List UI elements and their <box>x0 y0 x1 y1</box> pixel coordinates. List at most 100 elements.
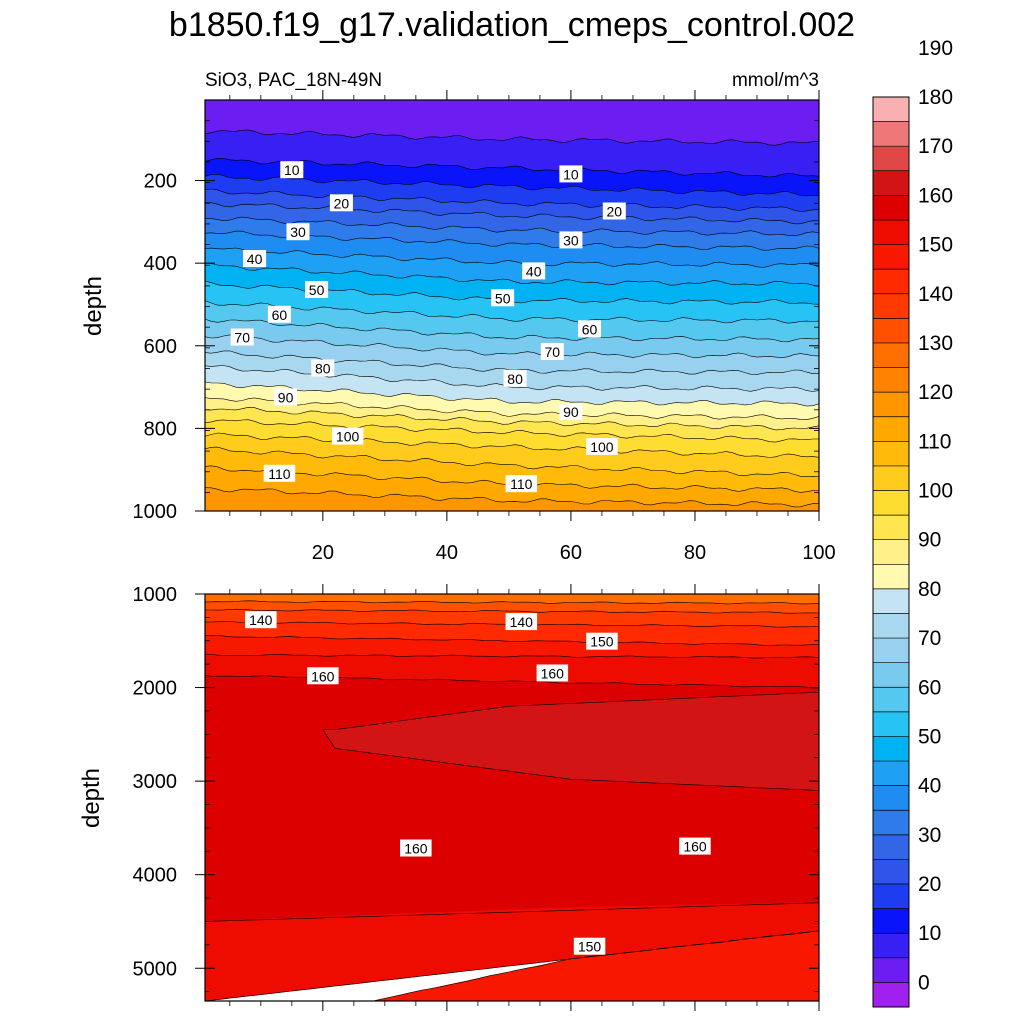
contour-label: 40 <box>243 250 267 267</box>
contour-label-box <box>522 262 546 280</box>
y-tick-label: 200 <box>144 171 177 193</box>
contour-label-box <box>503 369 527 387</box>
contour-line <box>205 432 819 458</box>
colorbar-label: 110 <box>918 430 951 453</box>
upper-subtitle-right: mmol/m^3 <box>732 70 819 91</box>
upper-contour-lines <box>205 129 819 508</box>
contour-line <box>205 216 819 237</box>
colorbar-swatch <box>873 687 909 713</box>
contour-line <box>205 487 819 508</box>
colorbar-label: 60 <box>918 676 941 699</box>
figure-title: b1850.f19_g17.validation_cmeps_control.0… <box>169 6 855 44</box>
colorbar-swatch <box>873 564 909 590</box>
contour-label-box <box>586 632 618 650</box>
upper-subtitle-left: SiO3, PAC_18N-49N <box>205 70 382 91</box>
contour-label: 140 <box>245 611 277 629</box>
colorbar-swatch <box>873 367 909 393</box>
contour-line <box>205 247 819 268</box>
colorbar-swatch <box>873 810 909 836</box>
contour-label-text: 140 <box>249 612 273 628</box>
contour-line <box>205 202 819 225</box>
y-tick-label: 800 <box>144 418 177 440</box>
contour-label-box <box>602 202 626 220</box>
colorbar-swatch <box>873 539 909 565</box>
contour-line <box>205 930 819 1001</box>
colorbar-swatch <box>873 490 909 516</box>
colorbar-label: 0 <box>918 971 930 994</box>
colorbar-label: 50 <box>918 726 941 749</box>
colorbar-swatch <box>873 982 909 1008</box>
contour-label: 90 <box>559 402 583 420</box>
lower-axis-ticks: 1000 2000 3000 4000 5000 <box>133 584 820 1011</box>
contour-label-text: 160 <box>683 839 707 855</box>
contour-label-box <box>305 281 329 298</box>
contour-label: 70 <box>230 328 254 346</box>
contour-label: 110 <box>505 475 538 493</box>
contour-label-text: 110 <box>268 466 291 482</box>
colorbar-label: 120 <box>918 381 953 404</box>
contour-label-text: 70 <box>545 344 561 360</box>
contour-label-box <box>505 475 538 493</box>
colorbar-label: 170 <box>918 135 953 158</box>
colorbar-label: 20 <box>918 873 941 896</box>
contour-label-text: 20 <box>607 204 623 220</box>
colorbar-swatch <box>873 97 909 122</box>
colorbar: 0 10 20 30 40 50 60 70 80 90 100 110 120 130 140 150 160… <box>872 37 953 1008</box>
contour-label-box <box>263 464 296 482</box>
y-tick-label: 4000 <box>133 865 178 887</box>
contour-label-box <box>307 667 339 685</box>
y-tick-label: 600 <box>144 336 177 358</box>
colorbar-label: 80 <box>918 578 941 601</box>
contour-label: 10 <box>280 161 304 179</box>
colorbar-swatch <box>873 638 909 664</box>
contour-line <box>205 173 819 197</box>
contour-label: 40 <box>522 262 546 280</box>
contour-line <box>205 318 819 343</box>
contour-label-box <box>286 223 310 241</box>
colorbar-swatch <box>873 834 909 860</box>
x-tick-label: 40 <box>436 542 458 564</box>
contour-label: 160 <box>400 839 432 857</box>
contour-line <box>205 653 819 659</box>
contour-line <box>205 635 819 646</box>
contour-label-text: 10 <box>284 162 300 178</box>
contour-label-text: 60 <box>272 307 288 323</box>
y-tick-label: 3000 <box>133 771 178 793</box>
colorbar-swatch <box>873 244 909 270</box>
colorbar-swatch <box>873 785 909 811</box>
colorbar-label: 150 <box>918 234 953 257</box>
contour-label-box <box>559 165 583 183</box>
colorbar-swatch <box>873 711 909 737</box>
contour-label-text: 110 <box>510 476 533 492</box>
contour-label-box <box>491 289 515 307</box>
upper-y-axis-label: depth <box>80 276 107 336</box>
y-tick-label: 2000 <box>133 678 178 700</box>
colorbar-swatch <box>873 933 909 959</box>
colorbar-swatch <box>873 761 909 787</box>
contour-label: 150 <box>573 937 606 955</box>
contour-label-box <box>230 328 254 346</box>
colorbar-label: 70 <box>918 627 941 650</box>
contour-line <box>205 334 819 359</box>
contour-label-text: 20 <box>334 195 350 211</box>
colorbar-swatch <box>873 392 909 418</box>
contour-label-box <box>679 837 711 855</box>
y-tick-label: 1000 <box>133 501 178 523</box>
x-tick-label: 60 <box>560 542 582 564</box>
colorbar-swatch <box>873 342 909 368</box>
upper-panel: SiO3, PAC_18N-49N mmol/m^3 10 10 20 20 30 30 4… <box>80 70 836 564</box>
contour-label: 80 <box>503 369 527 387</box>
colorbar-swatch <box>873 465 909 491</box>
contour-label-text: 160 <box>404 841 428 857</box>
colorbar-label: 180 <box>918 86 953 109</box>
colorbar-swatch <box>873 441 909 467</box>
contour-label: 20 <box>602 202 626 220</box>
contour-line <box>205 157 819 178</box>
contour-label: 100 <box>586 438 618 455</box>
contour-label: 50 <box>305 281 329 298</box>
contour-label-box <box>267 305 291 323</box>
contour-label: 50 <box>491 289 515 307</box>
colorbar-label: 160 <box>918 184 953 207</box>
contour-label-text: 150 <box>590 634 614 650</box>
